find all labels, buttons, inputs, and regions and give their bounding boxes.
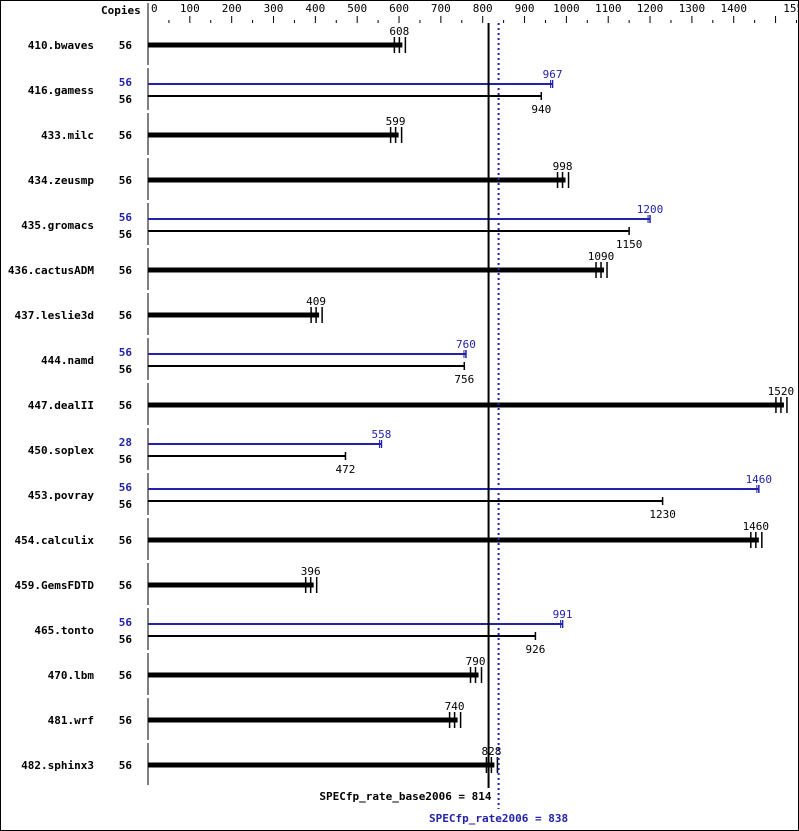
base-value-label: 1230 [649,508,676,521]
base-value-label: 599 [386,115,406,128]
benchmark-label: 459.GemsFDTD [15,579,95,592]
benchmark-label: 436.cactusADM [8,264,94,277]
x-tick-label: 400 [305,2,325,15]
peak-copies: 56 [119,481,133,494]
peak-summary-label: SPECfp_rate2006 = 838 [429,812,568,825]
benchmark-label: 450.soplex [28,444,95,457]
peak-copies: 56 [119,346,133,359]
base-copies: 56 [119,399,133,412]
benchmark-label: 447.dealII [28,399,94,412]
base-copies: 56 [119,633,133,646]
peak-value-label: 558 [372,428,392,441]
benchmark-label: 434.zeusmp [28,174,95,187]
base-copies: 56 [119,534,133,547]
base-copies: 56 [119,264,133,277]
base-value-label: 940 [531,103,551,116]
peak-value-label: 1200 [637,203,664,216]
benchmark-label: 481.wrf [48,714,94,727]
base-value-label: 472 [336,463,356,476]
base-copies: 56 [119,228,133,241]
base-value-label: 790 [466,655,486,668]
x-tick-label: 0 [151,2,158,15]
benchmark-label: 444.namd [41,354,94,367]
x-tick-label: 500 [347,2,367,15]
peak-copies: 28 [119,436,132,449]
peak-value-label: 760 [456,338,476,351]
base-summary-label: SPECfp_rate_base2006 = 814 [319,790,492,803]
base-copies: 56 [119,759,133,772]
x-tick-label: 300 [264,2,284,15]
base-value-label: 1150 [616,238,643,251]
x-tick-label: 1100 [595,2,622,15]
benchmark-label: 470.lbm [48,669,95,682]
x-tick-label: 900 [515,2,535,15]
peak-copies: 56 [119,211,133,224]
benchmark-label: 465.tonto [34,624,94,637]
benchmark-label: 453.povray [28,489,95,502]
x-tick-label: 600 [389,2,409,15]
x-tick-label: 1200 [637,2,664,15]
base-copies: 56 [119,498,133,511]
base-value-label: 828 [481,745,501,758]
x-tick-label: 1000 [553,2,580,15]
base-copies: 56 [119,39,133,52]
base-copies: 56 [119,129,133,142]
base-value-label: 396 [301,565,321,578]
benchmark-label: 416.gamess [28,84,94,97]
peak-value-label: 967 [543,68,563,81]
x-tick-label: 800 [473,2,493,15]
base-value-label: 740 [445,700,465,713]
base-copies: 56 [119,363,133,376]
x-tick-label: 200 [222,2,242,15]
base-value-label: 926 [525,643,545,656]
benchmark-label: 482.sphinx3 [21,759,94,772]
peak-value-label: 991 [553,608,573,621]
x-tick-label: 700 [431,2,451,15]
base-value-label: 608 [389,25,409,38]
base-copies: 56 [119,714,133,727]
benchmark-label: 433.milc [41,129,94,142]
base-value-label: 998 [553,160,573,173]
base-value-label: 1520 [768,385,795,398]
benchmark-label: 435.gromacs [21,219,94,232]
copies-header: Copies [101,4,141,17]
x-tick-label: 1300 [679,2,706,15]
x-tick-label: 1400 [720,2,747,15]
base-copies: 56 [119,453,133,466]
base-value-label: 1090 [588,250,615,263]
peak-value-label: 1460 [746,473,773,486]
benchmark-label: 410.bwaves [28,39,94,52]
peak-copies: 56 [119,76,133,89]
x-tick-label: 100 [180,2,200,15]
benchmark-label: 454.calculix [15,534,95,547]
base-copies: 56 [119,174,133,187]
base-copies: 56 [119,669,133,682]
base-value-label: 1460 [743,520,770,533]
peak-copies: 56 [119,616,133,629]
base-copies: 56 [119,309,133,322]
benchmark-label: 437.leslie3d [15,309,94,322]
base-value-label: 756 [454,373,474,386]
base-value-label: 409 [306,295,326,308]
base-copies: 56 [119,579,133,592]
x-tick-label: 1550 [783,2,798,15]
base-copies: 56 [119,93,133,106]
